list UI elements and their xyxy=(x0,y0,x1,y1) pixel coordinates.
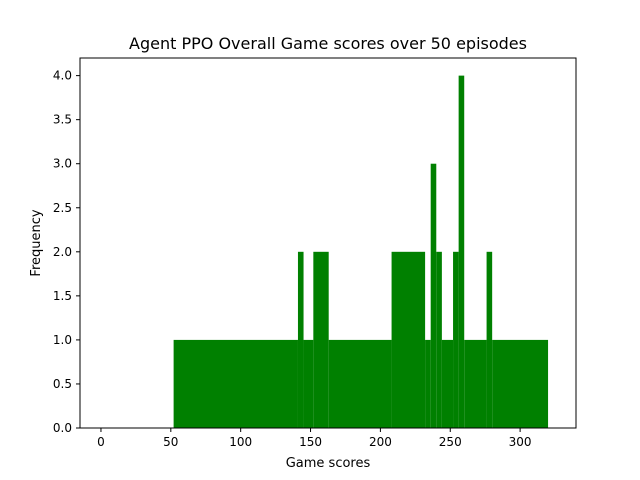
histogram-bar xyxy=(441,339,454,428)
y-tick-label: 3.0 xyxy=(53,157,72,171)
y-tick-label: 0.0 xyxy=(53,421,72,435)
chart-title: Agent PPO Overall Game scores over 50 ep… xyxy=(129,34,527,53)
histogram-bar xyxy=(425,339,431,428)
x-tick-label: 200 xyxy=(369,435,392,449)
histogram-bar xyxy=(328,339,392,428)
y-tick-label: 2.0 xyxy=(53,245,72,259)
plot-frame xyxy=(79,57,577,429)
histogram-bar xyxy=(486,251,493,428)
y-axis-ticks: 0.0 0.5 1.0 1.5 2.0 2.5 3.0 3.5 4.0 xyxy=(53,69,80,435)
x-axis-label: Game scores xyxy=(286,456,371,471)
x-axis-ticks: 0 50 100 150 200 250 300 xyxy=(97,428,532,449)
y-tick-label: 4.0 xyxy=(53,69,72,83)
x-tick-label: 150 xyxy=(299,435,322,449)
histogram-bar xyxy=(391,251,426,428)
histogram-bar xyxy=(303,339,314,428)
histogram-bar xyxy=(173,339,298,428)
histogram-bar xyxy=(430,163,437,428)
x-tick-label: 0 xyxy=(97,435,105,449)
histogram-bar xyxy=(458,75,465,428)
bars-group xyxy=(173,75,549,428)
y-axis-label: Frequency xyxy=(29,209,44,276)
histogram-bar xyxy=(464,339,487,428)
histogram-bar xyxy=(297,251,304,428)
x-tick-label: 300 xyxy=(509,435,532,449)
y-tick-label: 1.0 xyxy=(53,333,72,347)
histogram-bar xyxy=(492,339,549,428)
histogram-bar xyxy=(436,251,442,428)
x-tick-label: 250 xyxy=(439,435,462,449)
x-tick-label: 100 xyxy=(229,435,252,449)
y-tick-label: 2.5 xyxy=(53,201,72,215)
histogram-bar xyxy=(313,251,329,428)
y-tick-label: 0.5 xyxy=(53,377,72,391)
y-tick-label: 3.5 xyxy=(53,113,72,127)
x-tick-label: 50 xyxy=(163,435,178,449)
histogram-bar xyxy=(453,251,459,428)
y-tick-label: 1.5 xyxy=(53,289,72,303)
